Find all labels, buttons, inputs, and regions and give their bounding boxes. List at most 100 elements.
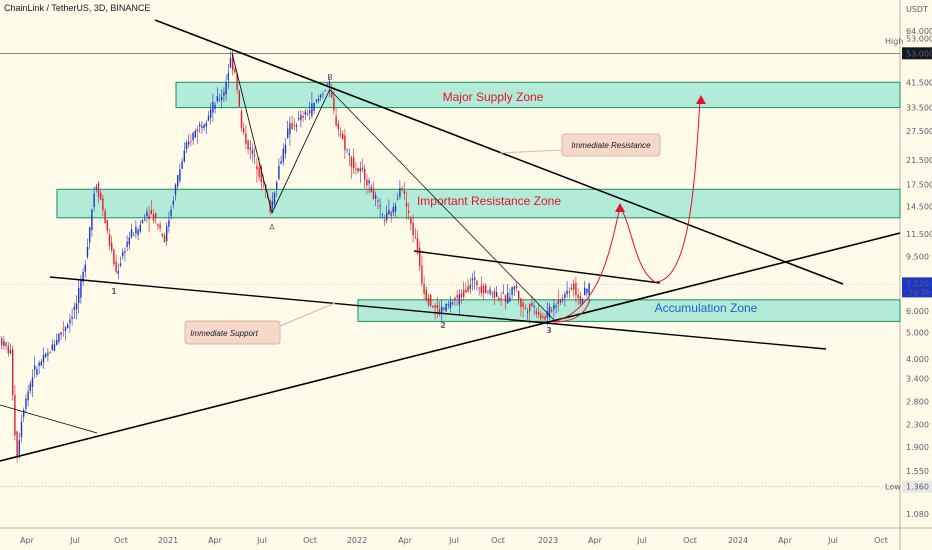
candle-body: [49, 351, 51, 353]
candle-body: [133, 235, 135, 237]
candle-body: [476, 280, 478, 286]
candle-body: [436, 305, 438, 308]
candle-body: [339, 133, 342, 135]
price-tick: 5.000: [906, 329, 929, 338]
candle-body: [260, 166, 262, 183]
candle-body: [69, 319, 71, 324]
time-tick: Apr: [20, 536, 35, 545]
candle-body: [172, 200, 174, 205]
candle-body: [566, 290, 568, 295]
candle-body: [295, 125, 298, 127]
zone-box: [175, 81, 901, 109]
candle-body: [350, 157, 353, 167]
candle-body: [293, 125, 295, 127]
support-note-text: Immediate Support: [190, 329, 258, 338]
candle-body: [405, 202, 408, 207]
candle-body: [89, 227, 91, 243]
time-tick: 2023: [538, 536, 558, 545]
candle-body: [377, 199, 379, 202]
candle-body: [139, 224, 141, 232]
candle-body: [474, 277, 476, 280]
candle-body: [144, 219, 146, 221]
candle-body: [150, 210, 152, 215]
price-tick: 1.900: [906, 443, 929, 452]
high-value-text: 53.000: [906, 49, 932, 58]
candle-body: [401, 188, 403, 191]
price-tick: 2.800: [906, 397, 929, 406]
candle-body: [408, 211, 410, 213]
candle-body: [452, 302, 454, 304]
candle-body: [243, 128, 245, 133]
candle-body: [126, 241, 128, 248]
support-note-bubble: [184, 320, 281, 345]
candle-body: [337, 123, 339, 129]
candle-body: [238, 90, 240, 107]
candle-body: [394, 205, 397, 212]
candle-body: [168, 220, 170, 227]
candle-body: [421, 265, 423, 284]
candle-body: [480, 286, 482, 293]
price-tick: 2.300: [906, 421, 929, 430]
accumulation-arc: [552, 299, 591, 323]
candle-body: [390, 212, 392, 217]
price-tick: 17.500: [906, 180, 932, 189]
candle-body: [359, 168, 361, 172]
candle-body: [518, 290, 520, 300]
candle-body: [507, 292, 509, 304]
candle-body: [166, 226, 168, 242]
candle-body: [302, 115, 304, 118]
candle-body: [315, 99, 317, 102]
candle-body: [524, 307, 526, 309]
candle-body: [240, 111, 243, 129]
candle-body: [256, 165, 258, 170]
candle-body: [51, 344, 53, 351]
candle-body: [553, 304, 555, 310]
candle-body: [45, 354, 47, 358]
candle-body: [586, 288, 588, 293]
candle-body: [82, 272, 84, 282]
last-price-text: 7.520: [906, 279, 929, 288]
candle-body: [42, 354, 45, 363]
candle-body: [458, 294, 460, 305]
candle-body: [588, 283, 590, 295]
price-tick: 3.400: [906, 374, 929, 383]
candle-body: [91, 209, 93, 231]
candle-body: [190, 140, 192, 142]
time-tick: Oct: [874, 536, 888, 545]
candle-body: [434, 305, 436, 308]
time-tick: Oct: [491, 536, 505, 545]
candle-body: [199, 124, 201, 127]
time-tick: Jul: [636, 536, 647, 545]
candle-body: [111, 242, 113, 251]
chart-title: ChainLink / TetherUS, 3D, BINANCE: [4, 3, 151, 13]
candle-body: [388, 210, 390, 215]
candle-body: [478, 287, 480, 289]
candle-body: [278, 165, 280, 179]
candle-body: [454, 297, 456, 301]
zone-label: Major Supply Zone: [443, 90, 544, 104]
candle-body: [93, 193, 95, 208]
candle-body: [555, 305, 557, 308]
candle-body: [9, 350, 12, 354]
candle-body: [36, 369, 38, 375]
candle-body: [328, 81, 331, 86]
marker-3-label: 3: [546, 326, 552, 335]
candle-body: [298, 117, 300, 120]
point-b-label: B: [327, 73, 333, 82]
price-tick: 41.500: [906, 78, 932, 87]
candle-body: [370, 186, 372, 193]
candle-body: [14, 394, 16, 436]
candle-body: [397, 198, 399, 200]
candle-body: [20, 421, 23, 438]
projection-arrow-head: [615, 203, 625, 212]
candle-body: [203, 124, 205, 128]
candle-body: [485, 285, 487, 293]
candle-body: [306, 113, 309, 115]
time-tick: Apr: [778, 536, 793, 545]
candle-body: [520, 298, 522, 307]
candle-body: [515, 285, 518, 289]
candle-body: [548, 306, 551, 317]
candle-body: [416, 237, 419, 254]
candle-body: [232, 54, 234, 71]
